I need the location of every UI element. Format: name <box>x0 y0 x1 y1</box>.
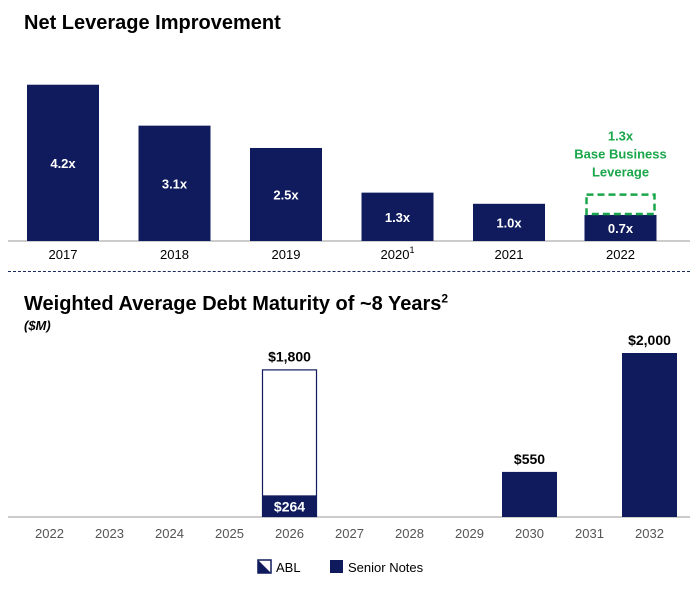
leverage-category-footnote-2020: 1 <box>409 245 414 255</box>
leverage-category-label-2020: 20201 <box>381 245 415 262</box>
section-divider <box>8 271 690 272</box>
maturity-value-label-2030-senior-notes: $550 <box>514 451 545 467</box>
maturity-category-label-2030: 2030 <box>515 526 544 541</box>
chart2-unit-label: ($M) <box>24 318 51 333</box>
maturity-category-label-2026: 2026 <box>275 526 304 541</box>
leverage-category-label-2021: 2021 <box>495 247 524 262</box>
base-business-leverage-box <box>585 193 656 216</box>
maturity-category-label-2032: 2032 <box>635 526 664 541</box>
leverage-category-label-2017: 2017 <box>49 247 78 262</box>
leverage-value-label-2017: 4.2x <box>50 156 76 171</box>
maturity-category-label-2025: 2025 <box>215 526 244 541</box>
maturity-bar-senior-notes-2026 <box>262 495 317 517</box>
leverage-bar-2020 <box>361 192 434 241</box>
maturity-bar-abl-2026 <box>261 369 318 518</box>
legend-swatch-senior-notes <box>330 560 343 573</box>
legend-label-senior-notes: Senior Notes <box>348 560 424 575</box>
leverage-category-label-2022: 2022 <box>606 247 635 262</box>
chart1-title: Net Leverage Improvement <box>24 12 281 34</box>
leverage-bar-2019 <box>250 147 322 241</box>
leverage-value-label-2022: 0.7x <box>608 221 634 236</box>
maturity-category-label-2028: 2028 <box>395 526 424 541</box>
maturity-category-label-2024: 2024 <box>155 526 184 541</box>
chart2-title-text: Weighted Average Debt Maturity of ~8 Yea… <box>24 293 442 315</box>
leverage-category-label-2018: 2018 <box>160 247 189 262</box>
leverage-category-label-2019: 2019 <box>272 247 301 262</box>
legend-swatch-abl-triangle <box>258 560 271 573</box>
leverage-bar-2018 <box>138 125 211 241</box>
maturity-value-label-2026-senior: $264 <box>274 498 305 514</box>
maturity-value-label-2032-senior-notes: $2,000 <box>628 332 671 348</box>
maturity-category-label-2029: 2029 <box>455 526 484 541</box>
leverage-value-label-2019: 2.5x <box>273 187 299 202</box>
maturity-category-label-2031: 2031 <box>575 526 604 541</box>
base-business-leverage-label-1: Base Business <box>574 147 667 162</box>
base-business-leverage-label-2: Leverage <box>592 165 649 180</box>
maturity-bar-senior-notes-2032 <box>622 353 677 517</box>
chart2-title: Weighted Average Debt Maturity of ~8 Yea… <box>24 291 449 316</box>
leverage-value-label-2020: 1.3x <box>385 210 411 225</box>
legend-label-abl: ABL <box>276 560 301 575</box>
maturity-category-label-2022: 2022 <box>35 526 64 541</box>
base-business-leverage-label-0: 1.3x <box>608 129 634 144</box>
maturity-value-label-2026-abl: $1,800 <box>268 348 311 364</box>
chart2-title-footnote: 2 <box>441 291 449 306</box>
leverage-value-label-2018: 3.1x <box>162 176 188 191</box>
maturity-bar-senior-notes-2030 <box>502 471 557 517</box>
leverage-bar-2022 <box>584 214 657 241</box>
maturity-category-label-2027: 2027 <box>335 526 364 541</box>
maturity-category-label-2023: 2023 <box>95 526 124 541</box>
leverage-bar-2021 <box>473 203 545 241</box>
leverage-value-label-2021: 1.0x <box>496 215 522 230</box>
leverage-bar-2017 <box>27 84 99 241</box>
